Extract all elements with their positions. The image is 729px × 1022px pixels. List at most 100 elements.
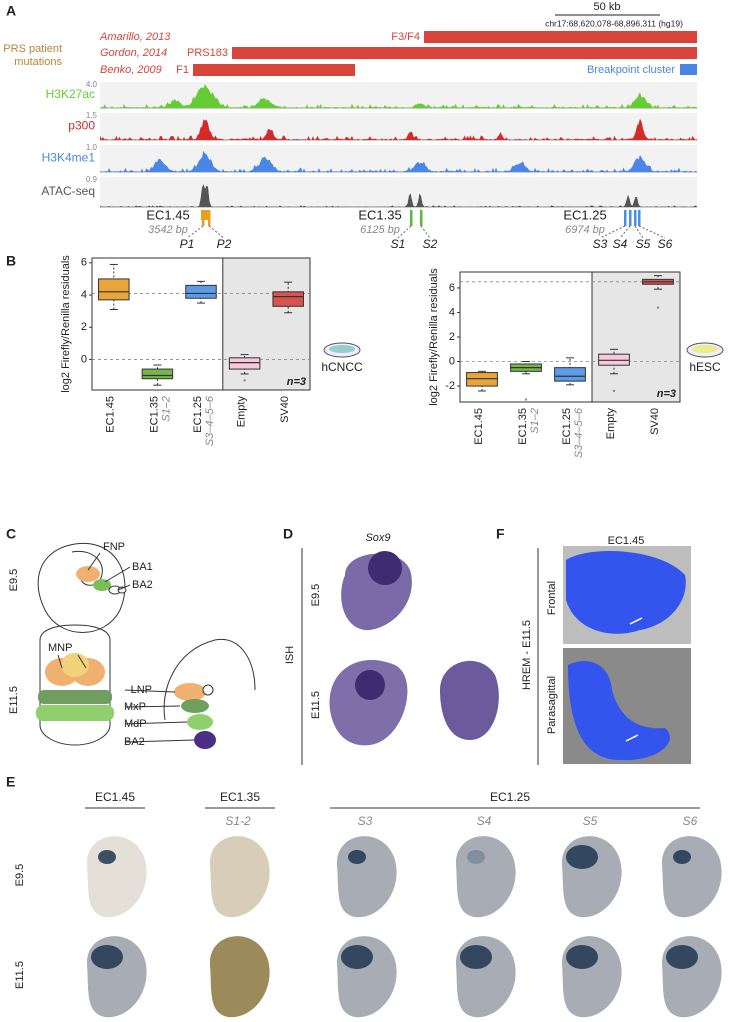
stain [566,945,598,969]
element-part [420,210,423,226]
y-tick-label: -2 [445,380,455,392]
region-label: MdP [124,718,147,730]
region-label: MxP [124,701,146,713]
outlier [524,398,528,401]
part-name: S6 [658,237,673,251]
stain [467,850,485,864]
box [141,368,174,380]
coords: chr17:68,620,078-68,896,311 (hg19) [545,18,683,28]
region-label: LNP [131,684,152,696]
stage: E11.5 [8,686,20,714]
element-name: EC1.25 [563,207,606,222]
panel-label: B [6,253,16,269]
column-label: S4 [477,814,492,828]
method: ISH [284,646,296,664]
study: Benko, 2009 [100,64,162,76]
y-tick-label: 0 [449,355,455,367]
y-tick-label: 6 [449,282,455,294]
region-label: BA2 [124,736,145,748]
panel-label: F [496,526,505,542]
element-name: EC1.35 [358,207,401,222]
column-label: S5 [583,814,598,828]
x-tick-label: EC1.35 [517,408,529,445]
part-name: P2 [217,237,232,251]
shade [592,272,680,402]
row-label: E9.5 [14,864,26,887]
column-label: S3 [358,814,373,828]
track-max: 1.0 [86,143,98,152]
part-name: S3 [593,237,608,251]
region-label: MNP [48,642,72,654]
track-max: 1.5 [86,111,98,120]
panel-label: A [6,3,16,19]
mutation-label: PRS patient [3,43,62,55]
stage: E9.5 [8,569,20,592]
part-connector [186,225,204,239]
stain [348,850,366,864]
track-max: 0.9 [86,175,98,184]
ish-images [329,551,499,746]
part-connector [397,225,412,239]
embryo [209,936,270,1018]
region-label: BA2 [132,579,153,591]
study: Amarillo, 2013 [99,31,171,43]
reporter-plots: 0 2 4 6 log2 Firefly/Renilla residuals EC1.45… [60,255,724,458]
signal [100,118,697,140]
y-tick-label: 2 [81,321,87,333]
hrem-images [563,546,691,764]
element-bar [201,210,210,220]
part-connector [208,225,225,239]
x-tick-label: SV40 [649,408,661,435]
track-bg [100,145,697,172]
deletion-bar [193,64,355,76]
stain [460,945,492,969]
study: Gordon, 2014 [100,47,167,59]
x-sublabel: S1–2 [160,396,172,422]
signal [100,184,697,207]
part-connector [634,225,644,239]
element-name: EC1.45 [146,207,189,222]
x-tick-label: EC1.35 [148,396,160,433]
scale-label: 50 kb [594,1,621,13]
embryo [209,836,270,918]
dish-cells [329,345,355,353]
track-label: H3K4me1 [42,151,96,165]
element-size: 3542 bp [148,224,188,236]
part-connector [619,225,631,239]
stain [666,945,698,969]
part-name: P1 [180,237,195,251]
x-tick-label: EC1.45 [473,408,485,445]
frame [91,257,311,391]
outlier [612,389,616,393]
x-tick-label: Empty [236,396,248,428]
lacz-grid: EC1.45 EC1.35 EC1.25 S1-2 S3 S4 S5 S6 E9.5 E11.5 [14,790,722,1018]
group-label: EC1.35 [220,790,260,804]
row-label: E11.5 [14,961,26,989]
deletion-bar [424,31,697,43]
box [228,357,261,370]
part-connector [420,225,431,239]
y-axis-label: log2 Firefly/Renilla residuals [428,268,440,406]
box [272,291,304,307]
track-label: ATAC-seq [41,184,95,198]
element-part [410,210,413,226]
embryo [336,836,397,918]
stain [341,945,373,969]
track-label: p300 [68,119,95,133]
y-axis-label: log2 Firefly/Renilla residuals [60,255,72,393]
stage: E11.5 [310,691,322,719]
part-name: S4 [613,237,628,251]
group-label: EC1.25 [490,790,530,804]
cell-type: hCNCC [321,360,363,374]
part-name: S2 [423,237,438,251]
mutation-name: F1 [176,64,189,76]
stage: E9.5 [310,584,322,607]
track-label: H3K27ac [46,87,95,101]
track-bg [100,82,697,108]
stain [91,945,123,969]
element: EC1.45 [608,535,645,547]
stain [673,850,691,864]
signal [100,84,697,108]
column-label: S1-2 [225,814,251,828]
